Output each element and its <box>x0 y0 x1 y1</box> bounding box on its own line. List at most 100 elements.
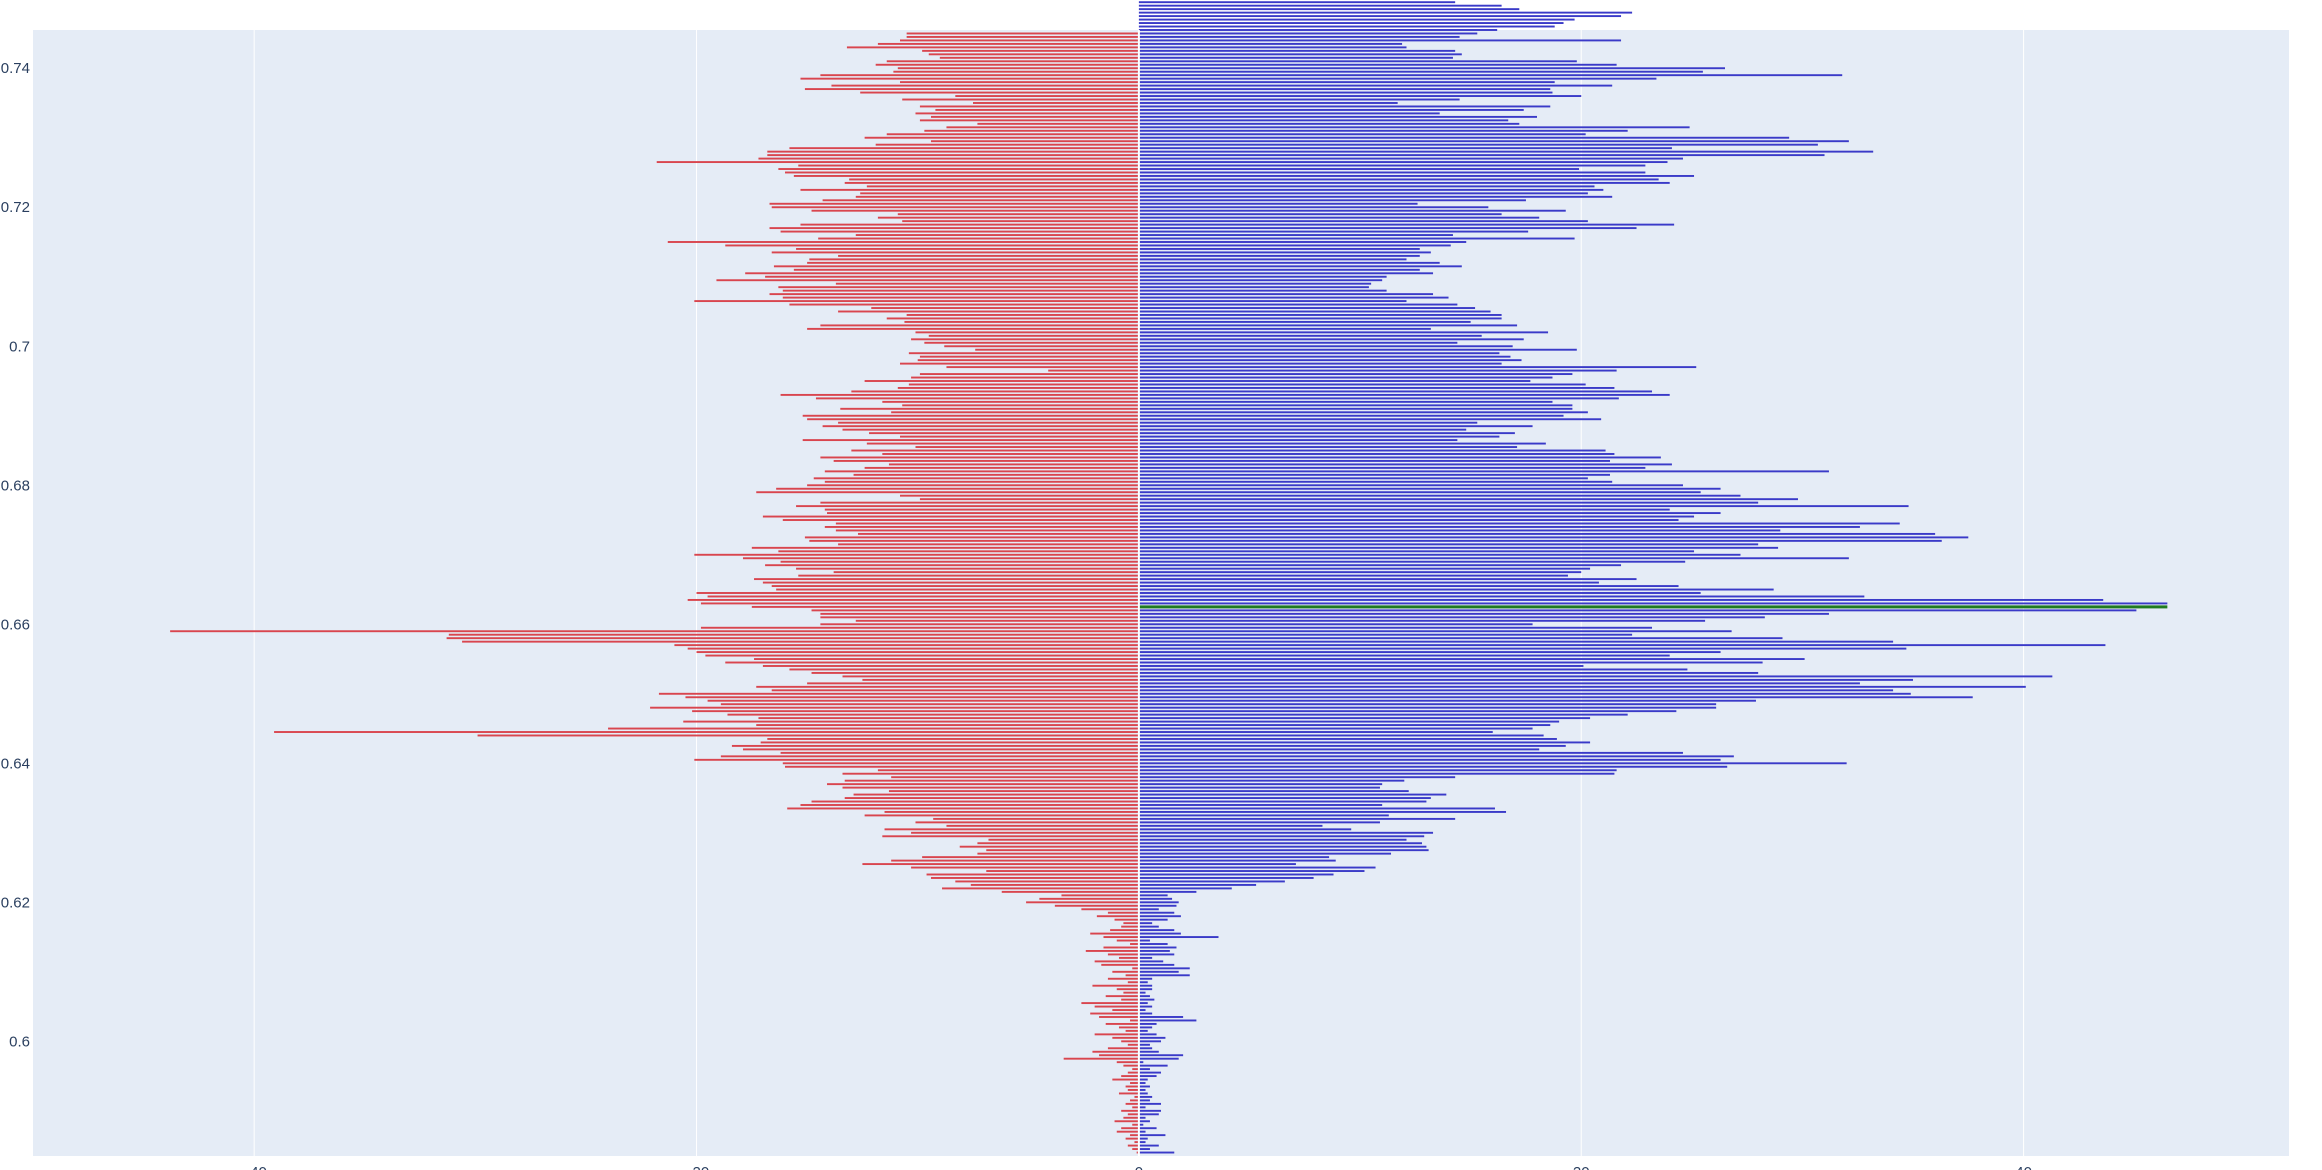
right-bar <box>1138 466 1646 469</box>
right-bar <box>1138 845 1427 848</box>
right-bar <box>1138 970 1179 973</box>
right-bar <box>1138 696 1973 699</box>
right-bar <box>1138 244 1451 247</box>
right-bar <box>1138 77 1657 80</box>
right-bar <box>1138 70 1703 73</box>
right-bar <box>1138 102 1398 104</box>
right-bar <box>1138 637 1783 640</box>
right-bar <box>1138 473 1610 476</box>
left-bar <box>762 581 1139 584</box>
right-bar <box>1138 164 1646 167</box>
left-bar <box>946 126 1139 129</box>
left-bar <box>893 70 1139 73</box>
left-bar <box>840 407 1139 410</box>
right-bar <box>1138 168 1580 170</box>
right-bar <box>1138 1141 1146 1144</box>
left-bar <box>782 762 1139 765</box>
right-bar <box>1138 550 1695 553</box>
left-bar <box>855 195 1139 198</box>
left-bar <box>888 463 1139 466</box>
right-bar <box>1138 345 1513 348</box>
right-bar <box>1138 665 1584 667</box>
left-bar <box>1130 1134 1139 1137</box>
right-bar <box>1138 797 1431 799</box>
right-bar <box>1138 564 1622 567</box>
right-bar <box>1138 682 1860 685</box>
right-bar <box>1138 1043 1150 1046</box>
left-bar <box>694 553 1139 556</box>
left-bar <box>771 251 1139 254</box>
left-bar <box>919 119 1139 122</box>
right-bar <box>1138 4 1502 7</box>
right-bar <box>1138 880 1285 883</box>
right-bar <box>1138 963 1175 966</box>
right-bar <box>1138 209 1566 212</box>
right-bar <box>1138 717 1591 720</box>
x-axis-ticks: −40 −20 0 20 40 <box>241 1164 2031 1170</box>
left-bar <box>1105 1022 1139 1025</box>
right-bar <box>1138 60 1577 63</box>
right-bar <box>1138 435 1500 438</box>
right-bar <box>1138 1036 1166 1039</box>
right-bar <box>1138 1002 1148 1005</box>
right-bar <box>1138 310 1491 313</box>
left-bar <box>977 852 1139 855</box>
left-bar <box>869 432 1139 435</box>
left-bar <box>656 161 1139 164</box>
left-bar <box>754 578 1139 581</box>
right-bar <box>1138 1092 1148 1095</box>
left-bar <box>778 168 1139 170</box>
right-bar <box>1138 334 1482 337</box>
left-bar <box>1121 1127 1139 1130</box>
right-bar <box>1138 522 1900 525</box>
left-bar <box>811 800 1139 803</box>
right-bar <box>1138 786 1380 789</box>
right-bar <box>1138 894 1168 897</box>
left-bar <box>820 623 1139 626</box>
left-bar <box>900 435 1139 438</box>
left-bar <box>820 324 1139 327</box>
right-bar <box>1138 793 1447 796</box>
left-bar <box>720 755 1139 758</box>
right-bar <box>1138 251 1431 254</box>
right-bar <box>1138 800 1427 803</box>
right-bar <box>1138 279 1383 282</box>
left-bar <box>919 355 1139 358</box>
left-bar <box>782 296 1139 299</box>
right-bar <box>1138 998 1155 1001</box>
right-bar <box>1138 762 1847 765</box>
left-bar <box>1063 1057 1139 1060</box>
left-bar <box>778 286 1139 289</box>
left-bar <box>731 744 1139 747</box>
right-bar <box>1138 567 1591 570</box>
right-bar <box>1138 1012 1153 1015</box>
right-bar <box>1138 692 1911 695</box>
right-bar <box>1138 63 1617 66</box>
left-bar <box>800 223 1139 226</box>
right-bar <box>1138 400 1553 403</box>
right-bar <box>1138 324 1518 327</box>
left-bar <box>1125 1029 1139 1032</box>
right-bar <box>1138 407 1573 410</box>
right-bar <box>1138 147 1672 150</box>
right-bar <box>1138 804 1383 806</box>
left-bar <box>1132 1123 1139 1126</box>
left-bar <box>1101 963 1139 966</box>
left-bar <box>884 828 1139 831</box>
left-bar <box>1116 1130 1139 1133</box>
right-bar <box>1138 1148 1150 1150</box>
right-bar <box>1138 939 1150 942</box>
left-bar <box>955 880 1139 883</box>
left-bar <box>1127 1144 1139 1147</box>
left-bar <box>802 414 1139 417</box>
right-bar <box>1138 296 1449 299</box>
left-bar <box>871 307 1139 309</box>
left-bar <box>762 665 1139 667</box>
right-bar <box>1138 984 1153 987</box>
left-bar <box>897 67 1139 70</box>
right-bar <box>1138 1029 1148 1032</box>
right-bar <box>1138 359 1522 362</box>
right-bar <box>1138 856 1330 859</box>
left-bar <box>886 317 1139 320</box>
right-bar <box>1138 863 1296 866</box>
